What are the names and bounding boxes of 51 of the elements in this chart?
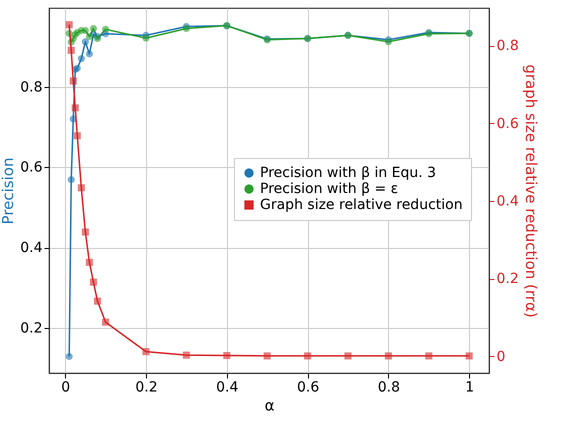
point (90, 24, 97, 32)
point (344, 352, 352, 360)
x-tick-label: 0 (61, 380, 70, 396)
point (142, 34, 150, 42)
point (304, 352, 312, 360)
y2-axis-title: graph size relative reduction (rrα) (522, 64, 540, 318)
y2-tick-label: 0.2 (496, 271, 519, 288)
point (82, 228, 89, 236)
point (466, 352, 473, 360)
x-tick-label: 0.8 (378, 380, 400, 396)
point (102, 26, 110, 33)
point (78, 55, 85, 62)
point (82, 26, 89, 34)
point (66, 21, 73, 28)
point (94, 298, 102, 305)
point (102, 318, 110, 326)
point (86, 50, 93, 58)
legend-label: Graph size relative reduction (260, 197, 463, 213)
point (68, 46, 75, 54)
point (182, 352, 190, 359)
point (86, 33, 93, 40)
point (264, 352, 271, 360)
x-axis-title: α (264, 396, 275, 414)
point (86, 258, 93, 266)
point (72, 104, 79, 112)
y-axis-title: Precision (0, 158, 18, 224)
point (66, 352, 73, 360)
y2-tick-label: 0.4 (496, 193, 519, 210)
point (142, 348, 150, 356)
point (90, 278, 97, 286)
y-tick-label: 0.2 (20, 320, 42, 336)
y-tick-label: 0.6 (20, 160, 43, 176)
point (82, 38, 89, 46)
y-tick-label: 0.4 (20, 240, 43, 256)
point (384, 352, 392, 360)
y2-tick-label: 0.6 (496, 116, 519, 132)
y2-tick-label: 0 (496, 348, 506, 365)
point (223, 352, 230, 360)
point (425, 352, 432, 360)
point (74, 132, 81, 140)
x-tick-label: 1 (465, 380, 474, 396)
point (68, 176, 75, 184)
point (70, 77, 77, 85)
point (78, 184, 85, 192)
x-tick-label: 0.4 (216, 380, 238, 396)
legend-label: Precision with β in Equ. 3 (260, 165, 436, 181)
x-tick-label: 0.6 (296, 380, 320, 396)
y-tick-label: 0.8 (20, 79, 42, 96)
x-tick-label: 0.2 (135, 380, 158, 396)
legend-label: Precision with β = ε (260, 181, 398, 197)
y2-tick-label: 0.8 (496, 38, 519, 54)
